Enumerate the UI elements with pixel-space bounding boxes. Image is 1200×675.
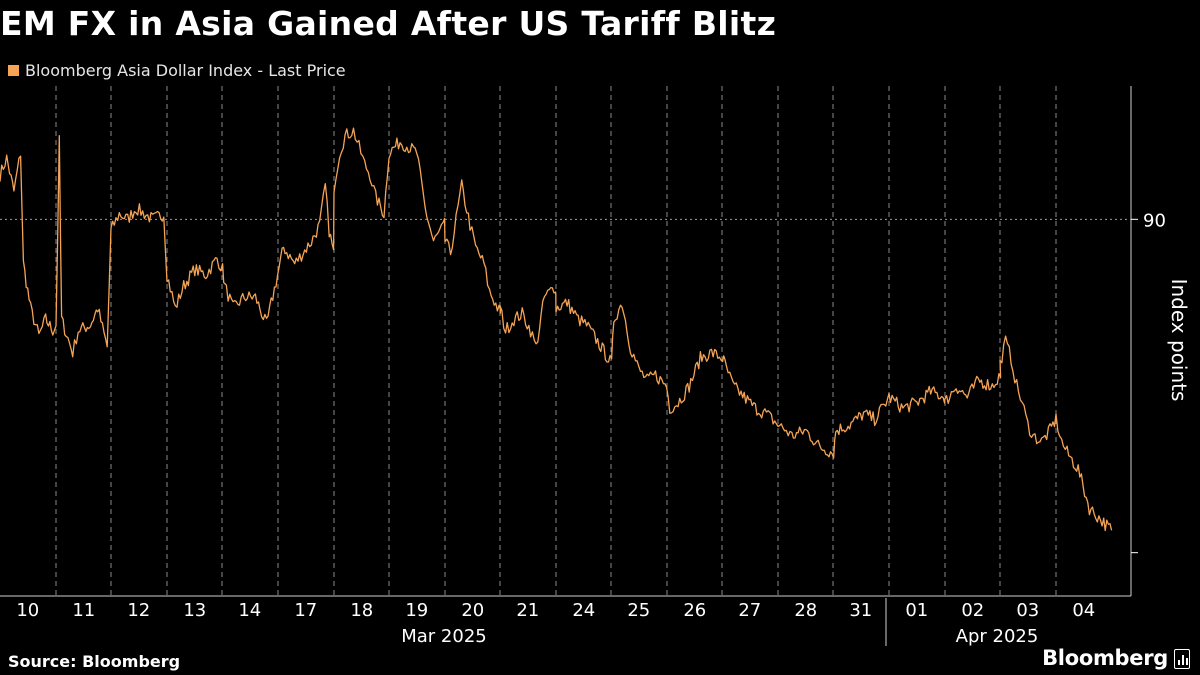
chart-title: EM FX in Asia Gained After US Tariff Bli… <box>0 4 777 43</box>
legend-label: Bloomberg Asia Dollar Index - Last Price <box>25 61 346 80</box>
x-tick-label: 01 <box>905 600 928 621</box>
x-tick-label: 12 <box>127 600 150 621</box>
x-tick-label: 20 <box>461 600 484 621</box>
source-note: Source: Bloomberg <box>8 652 181 671</box>
x-tick-label: 25 <box>627 600 650 621</box>
x-tick-label: 18 <box>350 600 373 621</box>
y-axis-title: Index points <box>1167 279 1191 402</box>
x-tick-label: 11 <box>72 600 95 621</box>
x-tick-label: 26 <box>683 600 706 621</box>
series-line-asia-dollar-index <box>0 127 1113 532</box>
legend-swatch <box>8 65 19 76</box>
x-tick-label: 03 <box>1016 600 1039 621</box>
x-tick-label: 10 <box>16 600 39 621</box>
x-tick-label: 02 <box>961 600 984 621</box>
x-tick-label: 04 <box>1072 600 1095 621</box>
x-tick-label: 19 <box>405 600 428 621</box>
x-tick-label: 21 <box>516 600 539 621</box>
legend: Bloomberg Asia Dollar Index - Last Price <box>8 61 346 80</box>
x-tick-label: 13 <box>183 600 206 621</box>
x-month-label: Apr 2025 <box>956 626 1039 647</box>
x-tick-label: 31 <box>849 600 872 621</box>
y-tick-label: 90 <box>1143 210 1166 231</box>
x-tick-label: 24 <box>572 600 595 621</box>
x-tick-label: 14 <box>238 600 261 621</box>
x-tick-label: 27 <box>738 600 761 621</box>
x-month-label: Mar 2025 <box>401 626 487 647</box>
brand-logo: Bloomberg <box>1042 646 1168 670</box>
x-tick-label: 28 <box>794 600 817 621</box>
bar-chart-icon <box>1174 649 1190 669</box>
x-tick-label: 17 <box>294 600 317 621</box>
